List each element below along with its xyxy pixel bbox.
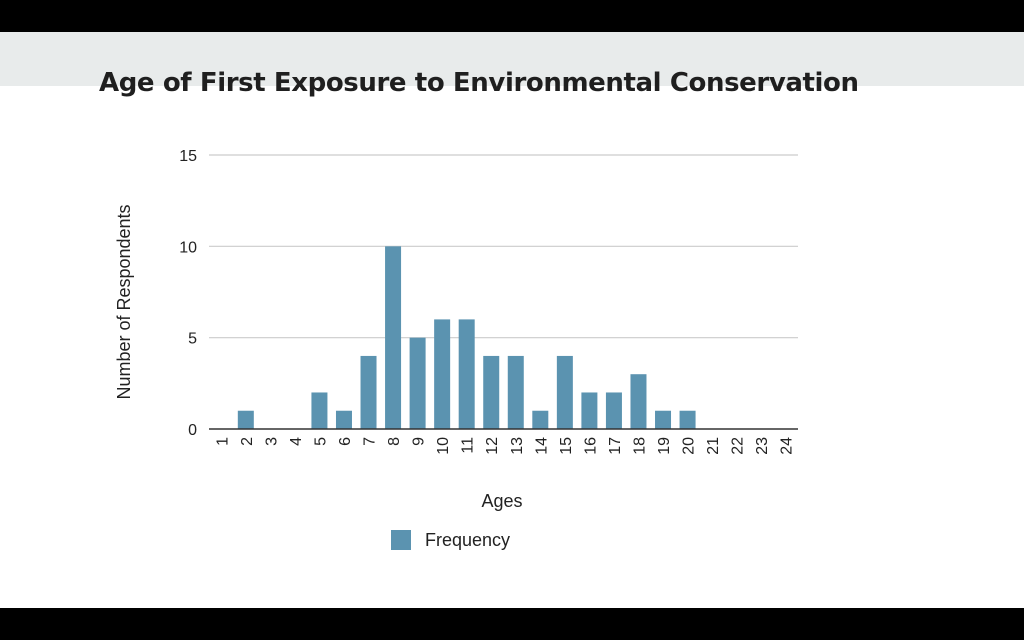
x-tick-label: 9 (411, 437, 428, 446)
bar-age-5 (311, 392, 328, 429)
x-tick-label: 21 (705, 437, 722, 455)
bar-age-9 (409, 337, 426, 429)
x-tick-label: 19 (656, 437, 673, 455)
bar-age-2 (237, 410, 254, 429)
legend: Frequency (391, 530, 510, 550)
x-tick-label: 23 (754, 437, 771, 455)
x-tick-label: 15 (558, 437, 575, 455)
x-tick-label: 7 (362, 437, 379, 446)
bar-age-18 (630, 374, 647, 429)
bar-age-17 (605, 392, 622, 429)
x-tick-label: 1 (214, 437, 231, 446)
bar-age-7 (360, 355, 377, 429)
x-tick-label: 24 (779, 437, 796, 455)
bar-age-19 (655, 410, 672, 429)
y-tick-label: 10 (179, 239, 197, 256)
bar-age-20 (679, 410, 696, 429)
bar-age-6 (335, 410, 352, 429)
x-tick-label: 17 (607, 437, 624, 455)
y-tick-labels: 0 5 10 15 (179, 148, 197, 439)
x-tick-label: 3 (263, 437, 280, 446)
x-tick-label: 2 (239, 437, 256, 446)
bar-age-10 (434, 319, 451, 429)
x-tick-label: 8 (386, 437, 403, 446)
x-tick-label: 11 (460, 437, 477, 454)
x-tick-label: 16 (582, 437, 599, 455)
slide: Age of First Exposure to Environmental C… (0, 32, 1024, 608)
y-axis-title: Number of Respondents (114, 204, 134, 399)
x-tick-label: 20 (681, 437, 698, 455)
bar-age-12 (483, 355, 500, 429)
x-tick-label: 10 (435, 437, 452, 455)
x-tick-label: 22 (730, 437, 747, 455)
x-tick-label: 13 (509, 437, 526, 455)
bar-age-11 (458, 319, 475, 429)
x-tick-label: 6 (337, 437, 354, 446)
y-tick-label: 5 (188, 331, 197, 348)
x-tick-labels: 1 2 3 4 5 6 7 8 9 10 11 12 13 14 15 16 17 18 19 20 21 22 23 24 (214, 437, 795, 455)
gridlines (209, 154, 798, 339)
y-tick-label: 0 (188, 422, 197, 439)
slide-title: Age of First Exposure to Environmental C… (99, 68, 859, 98)
legend-swatch (391, 530, 411, 550)
header-band (0, 32, 1024, 86)
y-tick-label: 15 (179, 148, 197, 165)
bar-age-15 (556, 355, 573, 429)
x-tick-label: 14 (533, 437, 550, 455)
x-tick-label: 12 (484, 437, 501, 455)
x-tick-label: 5 (312, 437, 329, 446)
x-tick-label: 4 (288, 437, 305, 446)
legend-label: Frequency (425, 530, 510, 550)
bar-age-8 (385, 246, 402, 429)
bar-age-16 (581, 392, 598, 429)
bars (237, 246, 696, 429)
bar-age-13 (507, 355, 524, 429)
bar-age-14 (532, 410, 549, 429)
x-axis-title: Ages (481, 491, 522, 511)
x-tick-label: 18 (631, 437, 648, 455)
